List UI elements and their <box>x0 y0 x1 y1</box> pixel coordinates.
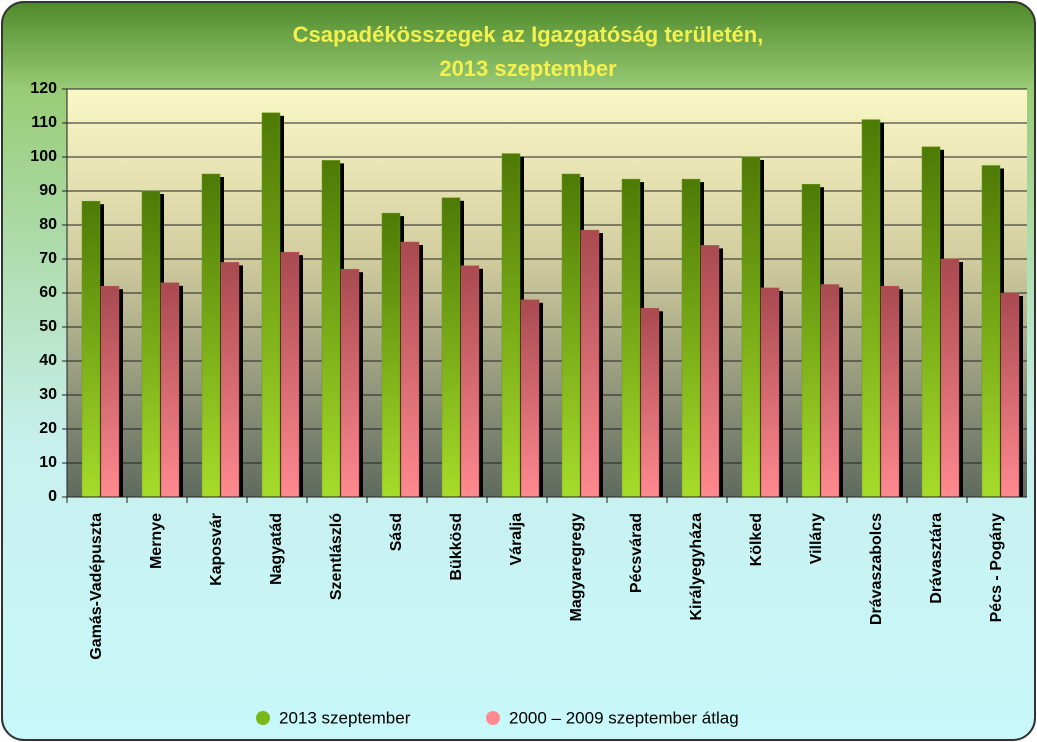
bar <box>340 268 360 498</box>
bar <box>141 190 161 498</box>
x-tick-label: Drávaszabolcs <box>868 513 885 625</box>
bar <box>381 212 401 498</box>
bar <box>880 285 900 498</box>
bar <box>741 156 761 498</box>
bar <box>801 183 821 498</box>
y-tick-label: 10 <box>39 454 57 471</box>
x-tick-label: Királyegyháza <box>688 513 705 621</box>
bar <box>321 160 341 498</box>
bar <box>160 282 180 498</box>
bar <box>81 200 101 498</box>
x-tick-label: Sásd <box>388 513 405 551</box>
y-tick-label: 70 <box>39 250 57 267</box>
x-tick-label: Pécsvárad <box>628 513 645 593</box>
x-tick-label: Drávasztára <box>928 513 945 604</box>
x-tick-label: Gamás-Vadépuszta <box>88 513 105 660</box>
bar <box>981 165 1001 498</box>
chart-title: Csapadékösszegek az Igazgatóság területé… <box>293 22 764 47</box>
bar <box>400 241 420 498</box>
bar <box>580 229 600 498</box>
bar <box>621 178 641 498</box>
y-tick-label: 30 <box>39 386 57 403</box>
y-tick-label: 0 <box>48 488 57 505</box>
bar <box>220 262 240 498</box>
bar <box>520 299 540 498</box>
bar <box>820 284 840 498</box>
x-tick-label: Pécs - Pogány <box>988 513 1005 622</box>
y-tick-label: 20 <box>39 420 57 437</box>
x-tick-label: Magyaregregy <box>568 513 585 622</box>
bar <box>681 178 701 498</box>
y-tick-label: 60 <box>39 284 57 301</box>
bar <box>640 308 660 498</box>
bar <box>501 153 521 498</box>
bar <box>700 245 720 498</box>
bar <box>1000 292 1020 498</box>
bar <box>261 112 281 498</box>
x-tick-label: Mernye <box>148 513 165 569</box>
chart-title: 2013 szeptember <box>439 56 617 81</box>
bar <box>460 265 480 498</box>
bar <box>201 173 221 498</box>
y-tick-label: 80 <box>39 216 57 233</box>
x-tick-label: Villány <box>808 513 825 564</box>
y-tick-label: 50 <box>39 318 57 335</box>
y-tick-label: 100 <box>30 148 57 165</box>
y-tick-label: 110 <box>31 114 57 131</box>
legend-label: 2000 – 2009 szeptember átlag <box>509 708 739 727</box>
y-tick-label: 120 <box>30 80 57 97</box>
y-tick-label: 40 <box>39 352 57 369</box>
bar <box>940 258 960 498</box>
bar <box>100 285 120 498</box>
bar <box>760 287 780 498</box>
legend-label: 2013 szeptember <box>279 708 411 727</box>
bar <box>861 119 881 498</box>
x-tick-label: Bükkösd <box>448 513 465 581</box>
x-tick-label: Kölked <box>748 513 765 566</box>
bar <box>441 197 461 498</box>
y-tick-label: 90 <box>39 182 57 199</box>
legend-marker <box>486 711 500 725</box>
bar <box>280 251 300 498</box>
bar <box>921 146 941 498</box>
legend-marker <box>256 711 270 725</box>
x-tick-label: Szentlászló <box>328 513 345 600</box>
x-tick-label: Váralja <box>508 513 525 566</box>
x-tick-label: Kaposvár <box>208 513 225 586</box>
x-tick-label: Nagyatád <box>268 513 285 585</box>
bar <box>561 173 581 498</box>
